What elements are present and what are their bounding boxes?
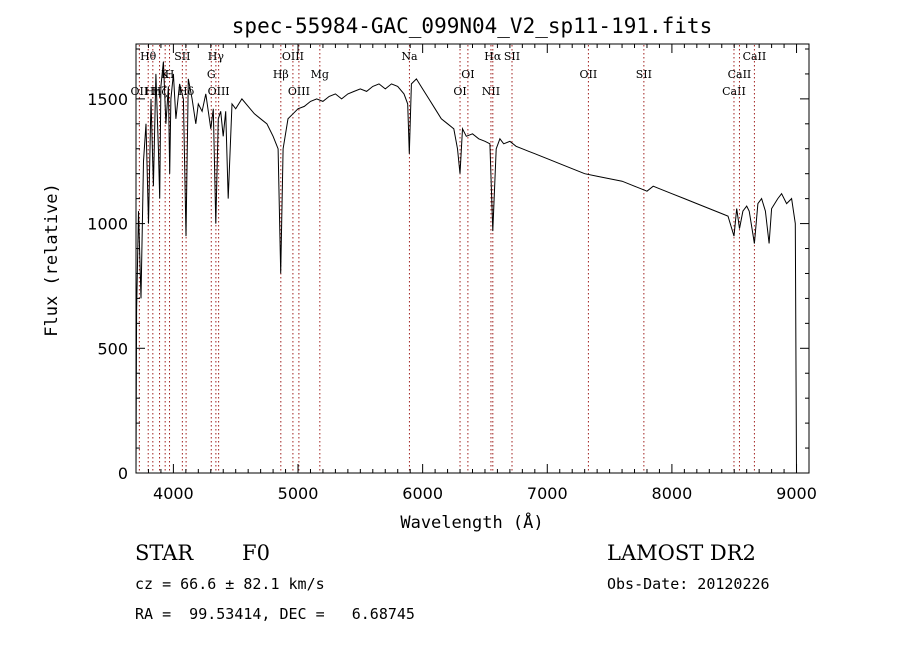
marker-label-12: OIII [282, 50, 304, 63]
marker-label-25: CaII [743, 50, 767, 63]
marker-label-6: SII [174, 50, 190, 63]
y-tick-label: 0 [118, 464, 128, 483]
y-tick-label: 500 [97, 339, 128, 358]
obs-date-text: Obs-Date: 20120226 [607, 575, 770, 593]
marker-label-18: NII [482, 85, 500, 98]
marker-label-21: OII [580, 68, 598, 81]
x-tick-label: 9000 [776, 484, 817, 503]
marker-label-11: Hβ [273, 68, 289, 81]
marker-label-0: OII [131, 85, 149, 98]
marker-label-24: CaII [728, 68, 752, 81]
y-axis-ticks: 0 500 1000 1500 [87, 48, 809, 483]
spectrum-line [135, 61, 797, 474]
chart-title: spec-55984-GAC_099N04_V2_sp11-191.fits [232, 14, 712, 38]
subclass-label: F0 [242, 541, 270, 565]
y-tick-label: 1000 [87, 215, 128, 234]
marker-label-4: K [161, 68, 170, 81]
marker-label-13: OIII [288, 85, 310, 98]
spectrum-chart: spec-55984-GAC_099N04_V2_sp11-191.fits O… [42, 14, 817, 533]
y-axis-label: Flux (relative) [42, 183, 62, 337]
marker-label-23: CaII [722, 85, 746, 98]
redshift-text: cz = 66.6 ± 82.1 km/s [135, 575, 325, 593]
coordinates-text: RA = 99.53414, DEC = 6.68745 [135, 605, 415, 623]
marker-label-19: Hα [484, 50, 502, 63]
marker-label-20: SII [504, 50, 520, 63]
x-tick-label: 4000 [153, 484, 194, 503]
marker-label-10: OIII [208, 85, 230, 98]
plot-frame [135, 43, 810, 474]
x-tick-label: 5000 [278, 484, 319, 503]
x-tick-label: 6000 [402, 484, 443, 503]
marker-label-9: Hγ [208, 50, 225, 63]
class-label: STAR [135, 541, 194, 565]
survey-label: LAMOST DR2 [607, 541, 756, 565]
x-tick-label: 8000 [652, 484, 693, 503]
x-axis-ticks: 4000 5000 6000 7000 8000 9000 [135, 44, 817, 503]
marker-label-8: G [207, 68, 216, 81]
marker-label-14: Mg [311, 68, 329, 81]
marker-label-22: SII [636, 68, 652, 81]
y-tick-label: 1500 [87, 90, 128, 109]
x-tick-label: 7000 [527, 484, 568, 503]
marker-label-1: Hθ [140, 50, 157, 63]
x-axis-label: Wavelength (Å) [400, 511, 543, 533]
marker-label-17: OI [461, 68, 474, 81]
spectral-line-markers: OIIHθHηHζKHSIIHδGHγOIIIHβOIIIOIIIMgNaOIO… [131, 45, 767, 472]
marker-label-5: H [165, 68, 175, 81]
marker-label-15: Na [401, 50, 418, 63]
marker-label-16: OI [453, 85, 466, 98]
